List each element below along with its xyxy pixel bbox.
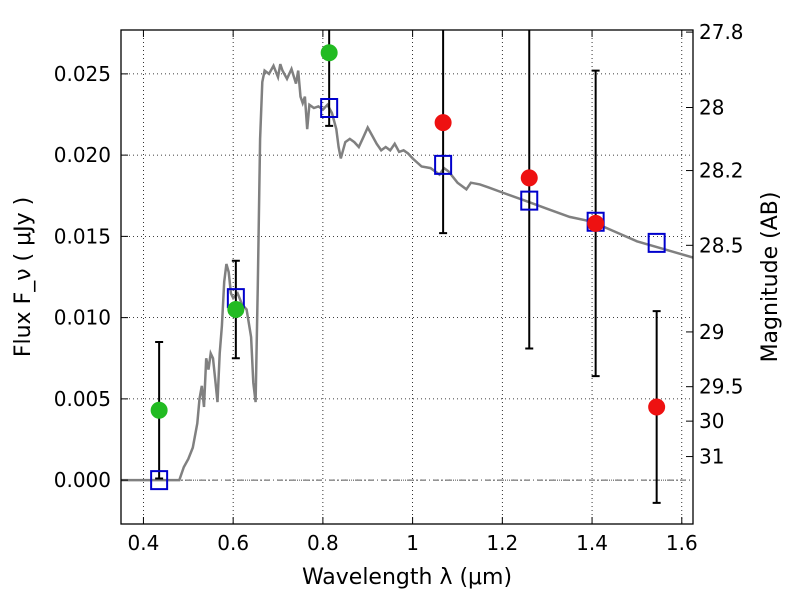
right-axis-tick-label: 28 xyxy=(699,96,724,120)
y-axis-label: Flux F_ν ( μJy ) xyxy=(11,197,36,357)
right-axis-tick-label: 28.5 xyxy=(699,233,744,257)
right-axis-tick-label: 28.2 xyxy=(699,159,744,183)
right-axis-label: Magnitude (AB) xyxy=(758,192,783,363)
x-tick-label: 1.2 xyxy=(486,531,518,555)
non-detection-point xyxy=(648,398,666,416)
sed-model-curve xyxy=(121,62,693,482)
x-tick-label: 0.4 xyxy=(128,531,160,555)
model-square xyxy=(150,470,169,491)
x-axis-ticks: 0.4 0.6 0.8 1 1.2 1.4 1.6 xyxy=(128,30,698,555)
x-tick-label: 1 xyxy=(406,531,419,555)
non-detection-point xyxy=(587,214,605,232)
right-axis-tick-label: 31 xyxy=(699,445,724,469)
y-tick-label: 0.010 xyxy=(54,306,111,330)
right-axis-ticks: 27.8 28 28.2 28.5 29 29.5 30 31 xyxy=(686,20,744,469)
model-square xyxy=(520,190,539,211)
model-square xyxy=(320,98,339,118)
y-axis-ticks: 0.000 0.005 0.010 0.015 0.020 0.025 xyxy=(54,62,128,492)
y-tick-label: 0.025 xyxy=(54,62,111,86)
detection-point xyxy=(320,44,338,62)
model-photometry-squares xyxy=(150,98,666,491)
x-tick-label: 0.6 xyxy=(217,531,249,555)
x-tick-label: 0.8 xyxy=(307,531,339,555)
observed-photometry-points xyxy=(150,44,666,419)
non-detection-point xyxy=(434,114,452,132)
y-tick-label: 0.020 xyxy=(54,143,111,167)
detection-point xyxy=(150,401,168,419)
grid xyxy=(121,30,693,524)
right-axis-tick-label: 27.8 xyxy=(699,20,744,44)
x-tick-label: 1.6 xyxy=(666,531,698,555)
right-axis-tick-label: 29.5 xyxy=(699,375,744,399)
y-tick-label: 0.005 xyxy=(54,387,111,411)
model-square xyxy=(434,154,453,175)
non-detection-point xyxy=(520,169,538,187)
y-tick-label: 0.000 xyxy=(54,468,111,492)
x-tick-label: 1.4 xyxy=(576,531,608,555)
y-tick-label: 0.015 xyxy=(54,224,111,248)
right-axis-tick-label: 30 xyxy=(699,409,724,433)
x-axis-label: Wavelength λ (μm) xyxy=(302,565,512,590)
right-axis-tick-label: 29 xyxy=(699,320,724,344)
model-square xyxy=(647,232,666,253)
detection-point xyxy=(227,301,245,318)
plot-frame xyxy=(120,29,694,525)
